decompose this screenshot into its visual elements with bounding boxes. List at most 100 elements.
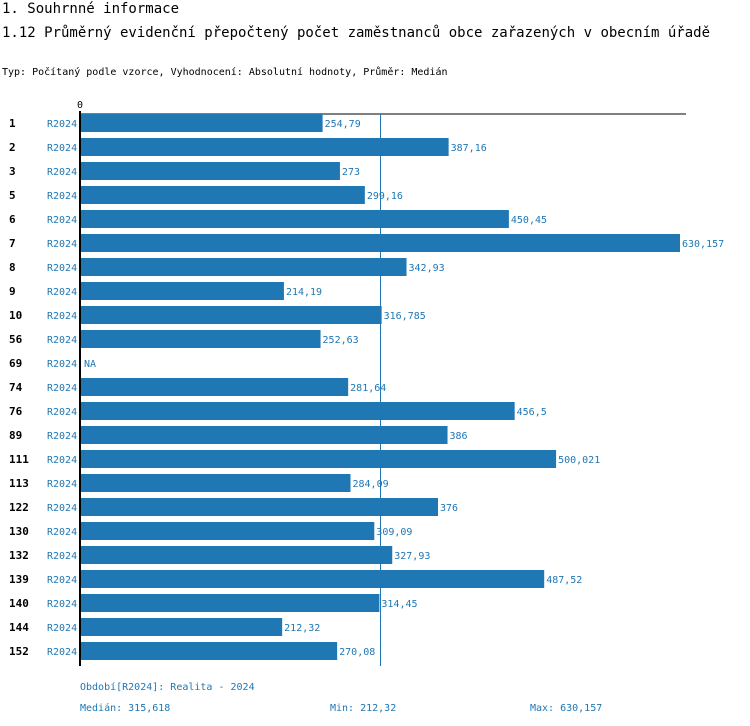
bar bbox=[80, 138, 449, 156]
row-period-label: R2024 bbox=[47, 623, 77, 634]
bar bbox=[80, 642, 338, 660]
row-id-label: 152 bbox=[9, 645, 29, 658]
bar-value-label: 316,785 bbox=[384, 311, 426, 322]
row-id-label: 5 bbox=[9, 189, 16, 202]
bar bbox=[80, 186, 365, 204]
bar-value-label: 376 bbox=[440, 503, 458, 514]
row-period-label: R2024 bbox=[47, 503, 77, 514]
bar-value-label: 273 bbox=[342, 167, 360, 178]
bar-value-label: 309,09 bbox=[376, 527, 412, 538]
row-period-label: R2024 bbox=[47, 647, 77, 658]
row-id-label: 9 bbox=[9, 285, 16, 298]
row-id-label: 3 bbox=[9, 165, 16, 178]
row-id-label: 69 bbox=[9, 357, 22, 370]
bar bbox=[80, 234, 680, 252]
row-period-label: R2024 bbox=[47, 167, 77, 178]
row-period-label: R2024 bbox=[47, 431, 77, 442]
row-period-label: R2024 bbox=[47, 599, 77, 610]
bar bbox=[80, 162, 340, 180]
bar-value-label: 450,45 bbox=[511, 215, 547, 226]
chart-subtitle: Typ: Počítaný podle vzorce, Vyhodnocení:… bbox=[2, 67, 448, 78]
bar-value-label: 212,32 bbox=[284, 623, 320, 634]
bar bbox=[80, 618, 283, 636]
bar-value-label: 342,93 bbox=[409, 263, 445, 274]
row-id-label: 122 bbox=[9, 501, 29, 514]
row-period-label: R2024 bbox=[47, 359, 77, 370]
bar bbox=[80, 114, 323, 132]
median-stat: Medián: 315,618 bbox=[80, 703, 171, 714]
bar-value-label: 314,45 bbox=[381, 599, 417, 610]
row-id-label: 10 bbox=[9, 309, 22, 322]
bar-value-label: 387,16 bbox=[451, 143, 487, 154]
section-heading: 1. Souhrnné informace bbox=[2, 1, 180, 17]
axis-zero-label: 0 bbox=[77, 100, 83, 111]
row-period-label: R2024 bbox=[47, 551, 77, 562]
bar-value-label: 281,64 bbox=[350, 383, 386, 394]
row-period-label: R2024 bbox=[47, 407, 77, 418]
bar bbox=[80, 402, 515, 420]
row-id-label: 139 bbox=[9, 573, 29, 586]
row-id-label: 144 bbox=[9, 621, 29, 634]
chart-title: 1.12 Průměrný evidenční přepočtený počet… bbox=[2, 25, 711, 41]
bar-value-label: 630,157 bbox=[682, 239, 724, 250]
row-period-label: R2024 bbox=[47, 191, 77, 202]
period-note: Období[R2024]: Realita - 2024 bbox=[80, 682, 255, 693]
bar-value-label: 284,09 bbox=[352, 479, 388, 490]
bar bbox=[80, 522, 375, 540]
row-id-label: 7 bbox=[9, 237, 16, 250]
row-id-label: 132 bbox=[9, 549, 29, 562]
bar bbox=[80, 546, 393, 564]
row-period-label: R2024 bbox=[47, 119, 77, 130]
bar-value-label: 254,79 bbox=[325, 119, 361, 130]
bar bbox=[80, 426, 448, 444]
row-period-label: R2024 bbox=[47, 311, 77, 322]
bar bbox=[80, 450, 557, 468]
row-id-label: 8 bbox=[9, 261, 16, 274]
row-id-label: 56 bbox=[9, 333, 23, 346]
min-stat: Min: 212,32 bbox=[330, 703, 397, 714]
bar-value-label: NA bbox=[84, 359, 96, 370]
row-id-label: 111 bbox=[9, 453, 29, 466]
bar bbox=[80, 210, 509, 228]
bar-value-label: 327,93 bbox=[394, 551, 430, 562]
row-period-label: R2024 bbox=[47, 239, 77, 250]
bar-value-label: 456,5 bbox=[517, 407, 547, 418]
row-id-label: 1 bbox=[9, 117, 16, 130]
bar bbox=[80, 306, 382, 324]
row-period-label: R2024 bbox=[47, 479, 77, 490]
bar-value-label: 487,52 bbox=[546, 575, 582, 586]
row-period-label: R2024 bbox=[47, 455, 77, 466]
row-period-label: R2024 bbox=[47, 287, 77, 298]
row-period-label: R2024 bbox=[47, 263, 77, 274]
row-period-label: R2024 bbox=[47, 383, 77, 394]
bar bbox=[80, 474, 351, 492]
row-period-label: R2024 bbox=[47, 143, 77, 154]
max-stat: Max: 630,157 bbox=[530, 703, 603, 714]
row-id-label: 130 bbox=[9, 525, 29, 538]
bar bbox=[80, 282, 284, 300]
bar bbox=[80, 498, 439, 516]
bar bbox=[80, 258, 407, 276]
row-id-label: 89 bbox=[9, 429, 22, 442]
bar-value-label: 214,19 bbox=[286, 287, 322, 298]
bar-value-label: 500,021 bbox=[558, 455, 600, 466]
row-id-label: 76 bbox=[9, 405, 23, 418]
row-id-label: 74 bbox=[9, 381, 23, 394]
row-id-label: 2 bbox=[9, 141, 16, 154]
bar bbox=[80, 570, 545, 588]
row-period-label: R2024 bbox=[47, 215, 77, 226]
row-id-label: 113 bbox=[9, 477, 29, 490]
bar-value-label: 252,63 bbox=[323, 335, 359, 346]
bar-value-label: 386 bbox=[450, 431, 468, 442]
row-period-label: R2024 bbox=[47, 335, 77, 346]
bar-value-label: 270,08 bbox=[339, 647, 375, 658]
row-id-label: 6 bbox=[9, 213, 16, 226]
bar bbox=[80, 378, 349, 396]
row-period-label: R2024 bbox=[47, 527, 77, 538]
bar bbox=[80, 594, 380, 612]
row-id-label: 140 bbox=[9, 597, 29, 610]
row-period-label: R2024 bbox=[47, 575, 77, 586]
bar-chart: 0 1 R2024 254,79 2 R2024 387,16 3 R2024 273 5 R2024… bbox=[9, 100, 724, 666]
bar bbox=[80, 330, 321, 348]
bar-value-label: 299,16 bbox=[367, 191, 403, 202]
